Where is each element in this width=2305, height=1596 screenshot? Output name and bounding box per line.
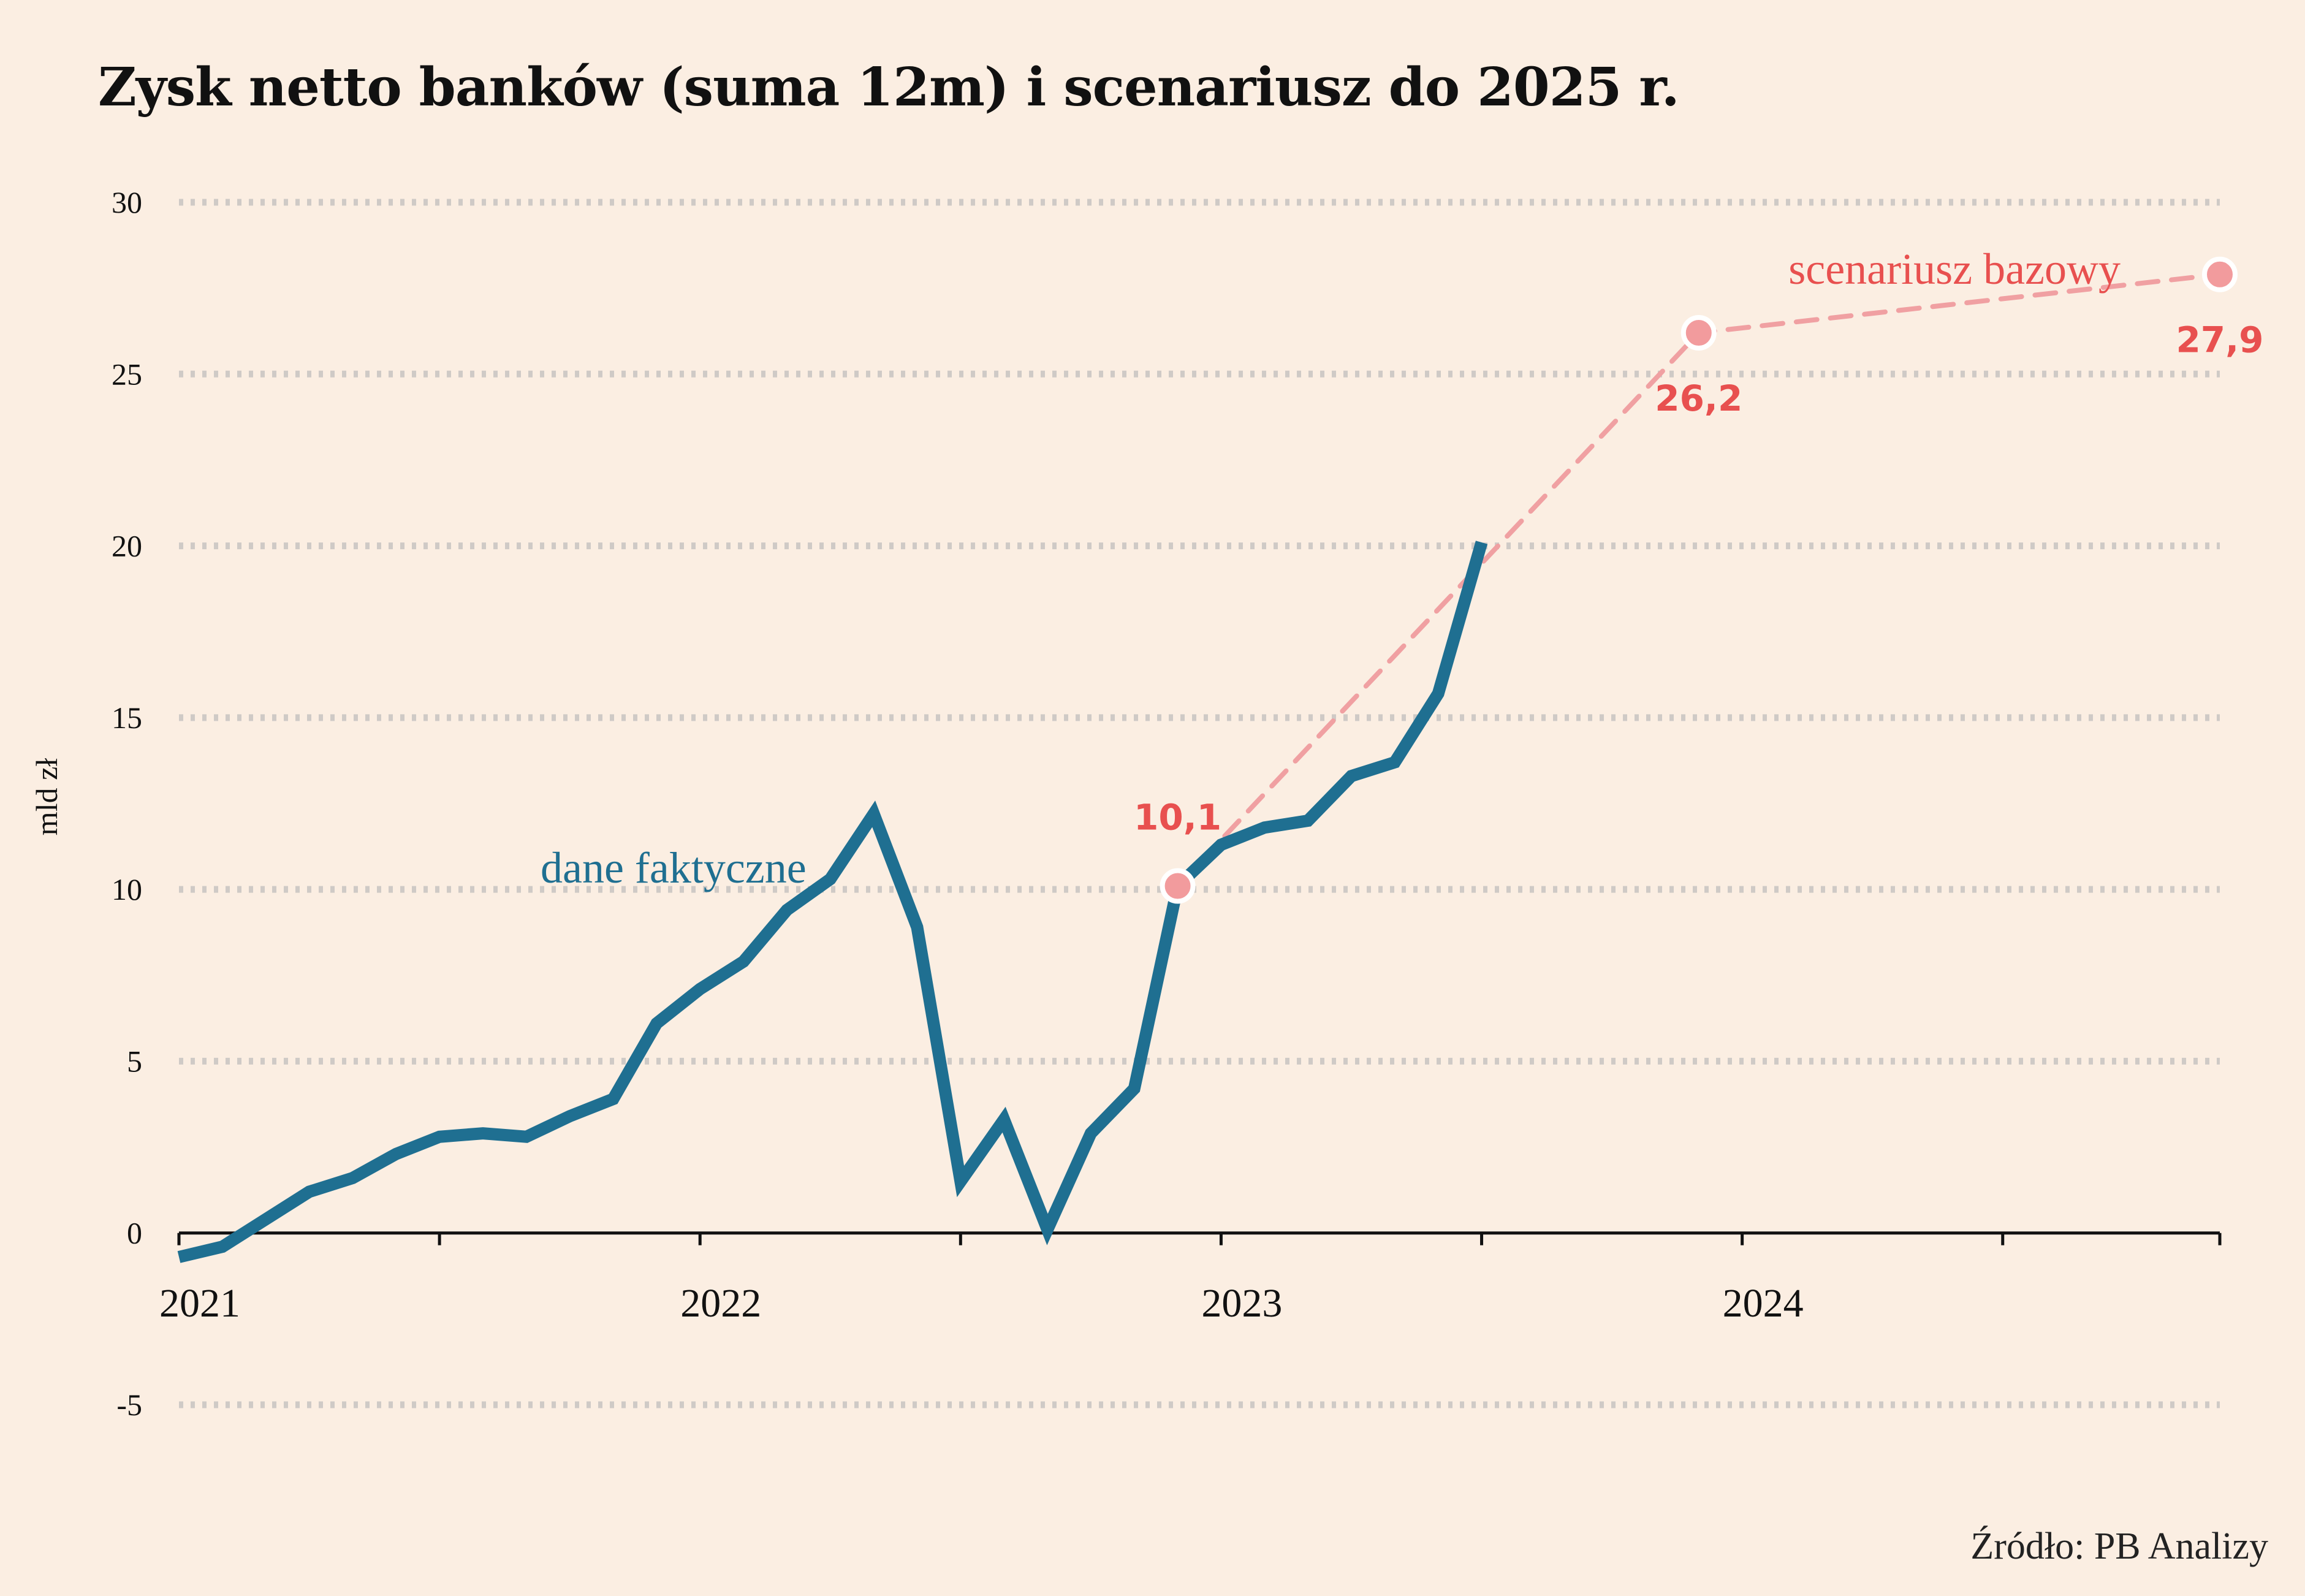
y-tick-label: 20 bbox=[112, 529, 142, 563]
chart-title: Zysk netto banków (suma 12m) i scenarius… bbox=[98, 56, 1680, 118]
y-tick-label: -5 bbox=[116, 1388, 142, 1422]
scenario-points bbox=[1160, 256, 2238, 904]
scenario-point bbox=[1160, 868, 1196, 904]
x-tick-label: 2024 bbox=[1723, 1281, 1804, 1326]
gridlines bbox=[179, 199, 2220, 1408]
y-tick-label: 15 bbox=[112, 701, 142, 735]
y-tick-label: 30 bbox=[112, 185, 142, 219]
x-tick-label: 2023 bbox=[1201, 1281, 1282, 1326]
data-label: 26,2 bbox=[1655, 378, 1742, 419]
annotation-labels: 10,1 26,2 27,9 dane faktyczne scenariusz baz… bbox=[541, 245, 2264, 892]
x-axis-tick-labels: 2021 2022 2023 2024 bbox=[159, 1281, 1804, 1326]
series-lines bbox=[177, 272, 2222, 1263]
scenario-point bbox=[2202, 256, 2238, 292]
y-axis-tick-labels: -5 0 5 10 15 20 25 30 bbox=[112, 185, 142, 1422]
x-tick-label: 2021 bbox=[159, 1281, 240, 1326]
x-axis bbox=[177, 1231, 2222, 1245]
y-tick-label: 25 bbox=[112, 357, 142, 391]
series-label-scenario: scenariusz bazowy bbox=[1788, 245, 2121, 294]
actual-line bbox=[177, 541, 1488, 1263]
y-axis-title: mld zł bbox=[29, 758, 64, 835]
y-tick-label: 0 bbox=[127, 1216, 142, 1250]
source-note: Źródło: PB Analizy bbox=[1970, 1526, 2268, 1567]
y-tick-label: 10 bbox=[112, 872, 142, 906]
y-tick-label: 5 bbox=[127, 1044, 142, 1078]
data-label: 10,1 bbox=[1134, 797, 1221, 838]
data-label: 27,9 bbox=[2176, 319, 2263, 361]
x-tick-label: 2022 bbox=[680, 1281, 761, 1326]
series-label-actual: dane faktyczne bbox=[541, 843, 807, 892]
scenario-point bbox=[1680, 315, 1717, 351]
